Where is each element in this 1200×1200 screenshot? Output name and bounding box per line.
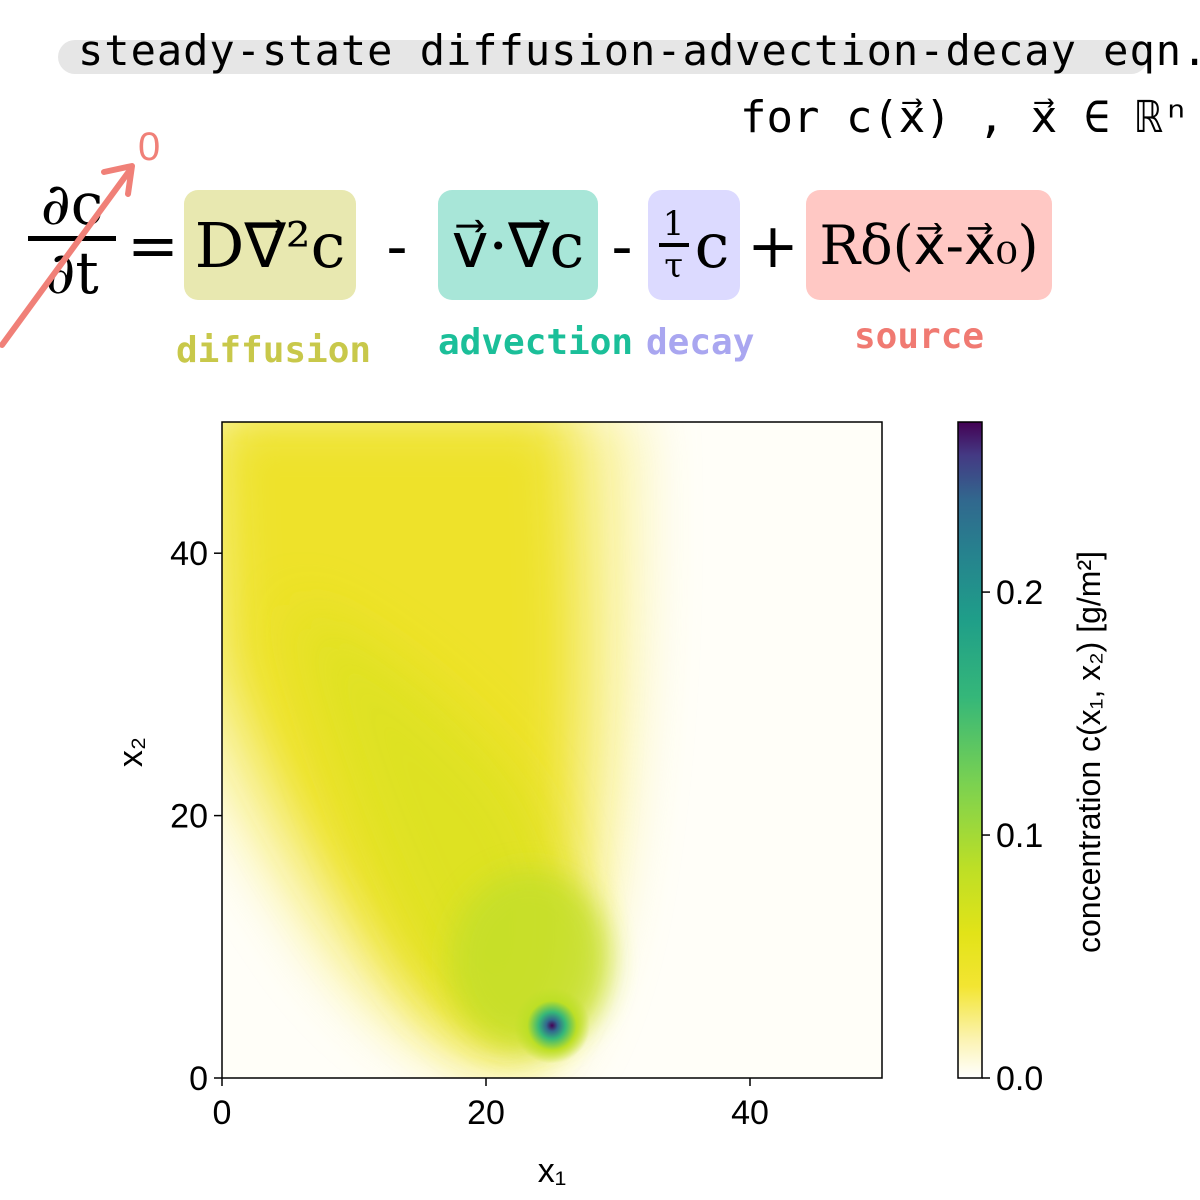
y-tick-label-0: 0 bbox=[189, 1060, 208, 1098]
source-spot bbox=[514, 987, 590, 1064]
decay-c: c bbox=[694, 208, 730, 282]
x-tick-label-1: 20 bbox=[467, 1094, 505, 1132]
diffusion-term: D∇⃗²c bbox=[184, 190, 356, 300]
colorbar-label: concentration c(x₁, x₂) [g/m²] bbox=[1071, 551, 1107, 953]
advection-term-text: v⃗·∇⃗c bbox=[451, 208, 585, 282]
title-highlight bbox=[58, 40, 1148, 74]
heatmap-field bbox=[222, 422, 882, 1078]
source-term: Rδ(x⃗-x⃗₀) bbox=[806, 190, 1052, 300]
minus-sign-1: - bbox=[386, 208, 408, 282]
concentration-chart: 0 20 40 0 20 40 x₁ x₂ 0.0 0.1 0.2 concentration… bbox=[112, 421, 1107, 1190]
strike-arrow: 0 bbox=[0, 130, 160, 348]
y-tick-label-2: 40 bbox=[170, 535, 208, 573]
x-tick-label-2: 40 bbox=[731, 1094, 769, 1132]
axes: 0 20 40 0 20 40 bbox=[170, 535, 769, 1132]
decay-fraction-bar bbox=[658, 243, 689, 247]
decay-numerator: 1 bbox=[662, 204, 685, 244]
equals-sign: = bbox=[127, 208, 179, 282]
y-axis-label: x₂ bbox=[112, 737, 150, 767]
colorbar-tick-label-0: 0.0 bbox=[996, 1060, 1043, 1098]
decay-term: 1 τ c bbox=[648, 190, 740, 300]
x-axis-label: x₁ bbox=[538, 1152, 566, 1190]
subtitle: for c(x⃗) , x⃗ ∈ ℝⁿ bbox=[740, 92, 1190, 143]
colorbar-tick-label-1: 0.1 bbox=[996, 817, 1043, 855]
title: steady-state diffusion-advection-decay e… bbox=[78, 26, 1200, 75]
label-decay: decay bbox=[646, 322, 755, 363]
y-tick-label-1: 20 bbox=[170, 798, 208, 836]
label-advection: advection bbox=[438, 322, 634, 363]
label-diffusion: diffusion bbox=[176, 330, 372, 371]
plot-frame bbox=[221, 421, 883, 1079]
advection-term: v⃗·∇⃗c bbox=[438, 190, 598, 300]
colorbar bbox=[957, 421, 983, 1079]
zero-label: 0 bbox=[138, 130, 160, 169]
diffusion-term-text: D∇⃗²c bbox=[194, 208, 346, 282]
fraction-bar bbox=[28, 236, 116, 241]
colorbar-ticks: 0.0 0.1 0.2 bbox=[982, 574, 1043, 1098]
decay-denominator: τ bbox=[664, 246, 684, 286]
lhs-fraction: ∂c ∂t bbox=[22, 172, 122, 305]
source-term-text: Rδ(x⃗-x⃗₀) bbox=[819, 213, 1039, 277]
minus-sign-2: - bbox=[611, 208, 633, 282]
label-source: source bbox=[854, 316, 985, 357]
x-tick-label-0: 0 bbox=[213, 1094, 232, 1132]
plus-sign: + bbox=[747, 208, 799, 282]
colorbar-tick-label-2: 0.2 bbox=[996, 574, 1043, 612]
